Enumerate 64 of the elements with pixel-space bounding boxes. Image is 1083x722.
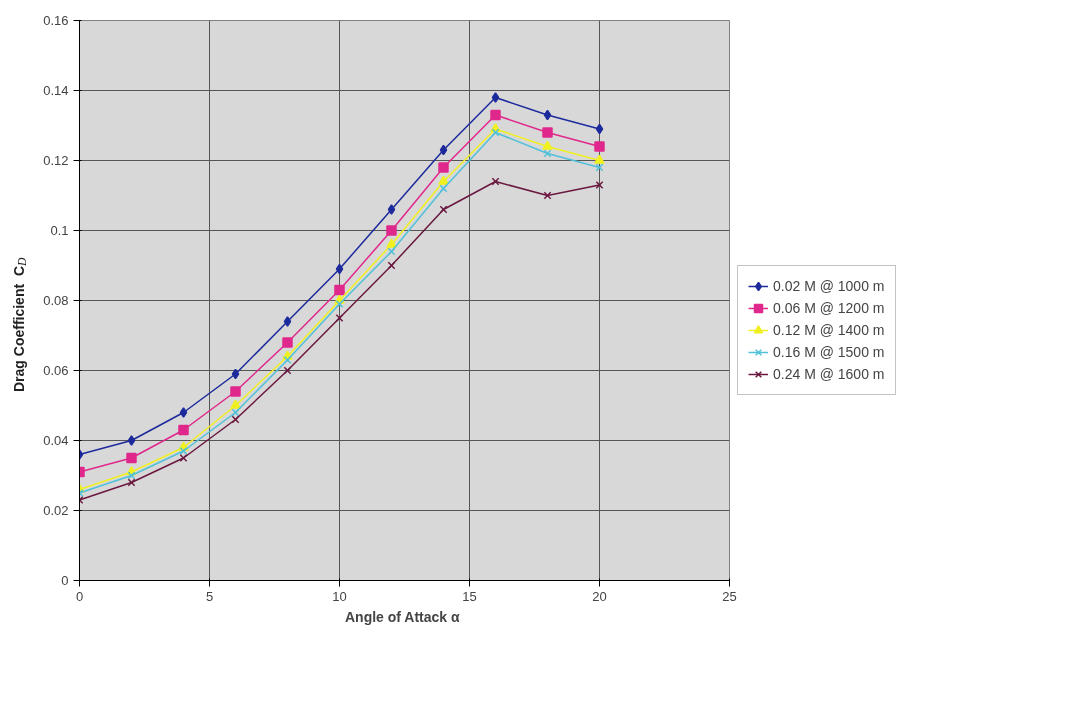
x-axis-title: Angle of Attack α [344, 608, 461, 625]
y-tick-label: 0.04 [43, 433, 69, 448]
point [594, 141, 605, 152]
point [230, 399, 241, 409]
point [595, 163, 604, 172]
point [439, 184, 448, 193]
point [386, 225, 397, 236]
point [543, 191, 552, 200]
point [595, 123, 604, 135]
point [439, 144, 448, 156]
y-tick-label: 0.14 [43, 83, 69, 98]
legend-label: 0.16 M @ 1500 m [773, 344, 885, 360]
x-tick-label: 5 [205, 588, 214, 604]
point [127, 471, 136, 480]
legend-label: 0.24 M @ 1600 m [773, 366, 885, 382]
point [335, 263, 344, 275]
point [543, 149, 552, 158]
y-tick-label: 0.12 [43, 153, 69, 168]
point [231, 415, 240, 424]
point [231, 408, 240, 417]
point [127, 478, 136, 487]
x-tick-label: 20 [592, 588, 607, 604]
point [283, 366, 292, 375]
point [387, 247, 396, 256]
point [283, 316, 292, 327]
point [127, 435, 136, 446]
legend-label: 0.06 M @ 1200 m [773, 300, 885, 316]
point [282, 337, 293, 348]
point [387, 204, 396, 215]
point [126, 452, 137, 464]
y-tick-label: 0 [61, 573, 69, 588]
point [542, 127, 553, 138]
point [490, 109, 501, 121]
point [594, 154, 605, 164]
point [230, 386, 241, 397]
point [179, 407, 188, 418]
legend-label: 0.12 M @ 1400 m [773, 322, 885, 338]
x-tick-label: 25 [722, 588, 737, 604]
point [179, 447, 188, 455]
point [491, 128, 500, 137]
point [335, 314, 344, 322]
y-tick-label: 0.02 [43, 503, 69, 518]
point [387, 261, 396, 270]
point [491, 177, 500, 186]
y-tick-label: 0.16 [43, 13, 69, 28]
x-tick-label: 15 [462, 588, 477, 604]
point [542, 140, 553, 150]
point [334, 284, 345, 296]
point [178, 424, 189, 436]
point [491, 92, 500, 103]
point [543, 109, 552, 121]
point [231, 368, 240, 380]
point [438, 175, 449, 185]
y-tick-label: 0.08 [43, 293, 69, 308]
point [335, 300, 344, 308]
legend-label: 0.02 M @ 1000 m [773, 278, 885, 294]
point [438, 162, 449, 173]
point [386, 238, 397, 248]
point [179, 454, 188, 462]
y-tick-label: 0.1 [50, 223, 69, 238]
y-tick-label: 0.06 [43, 363, 69, 378]
x-tick-label: 0 [75, 588, 84, 604]
x-tick-label: 10 [332, 588, 347, 604]
point [439, 205, 448, 214]
